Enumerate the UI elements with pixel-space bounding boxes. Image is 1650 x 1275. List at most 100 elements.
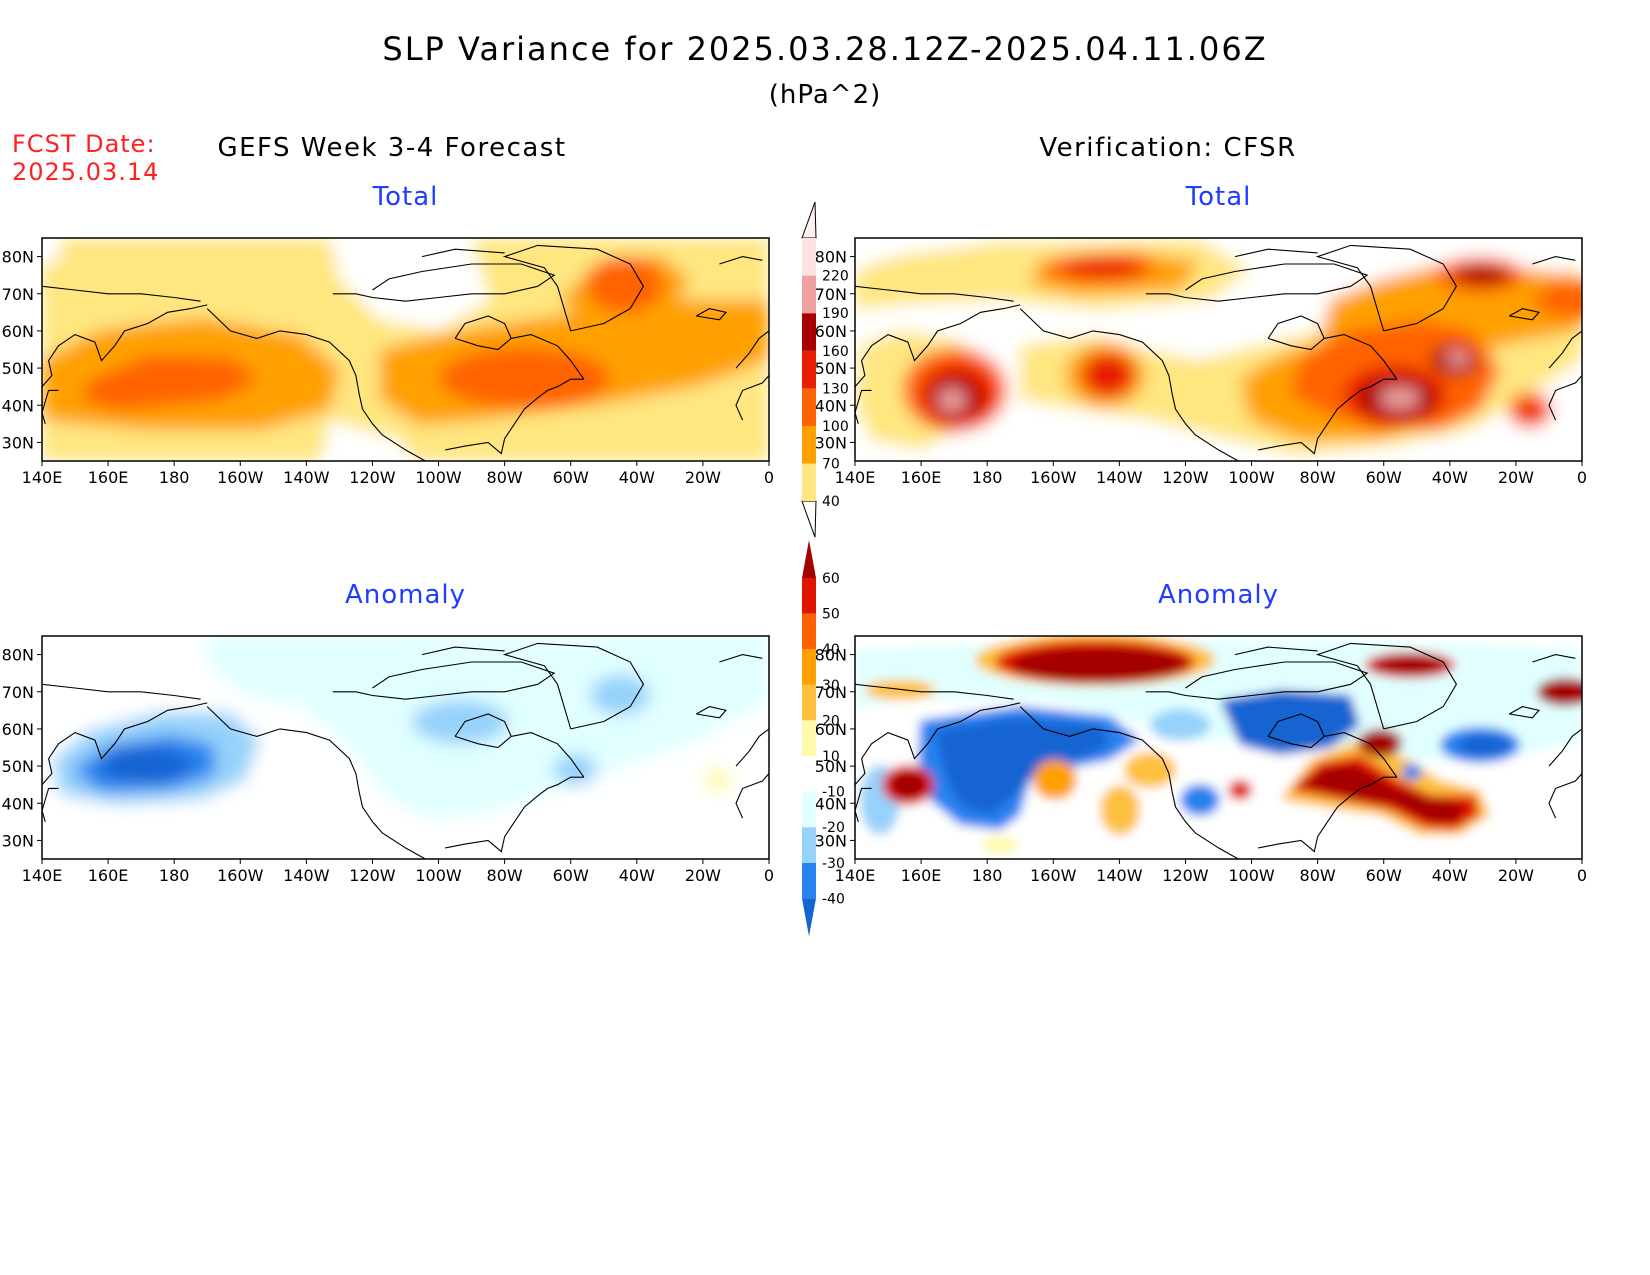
lon-tick-label: 140W (1096, 866, 1143, 885)
coastline-segment (1315, 244, 1458, 332)
coastline-segment (372, 661, 556, 700)
lat-tick-label: 50N (2, 757, 34, 776)
coastline-segment (1185, 661, 1369, 700)
total-colorbar-label: 40 (822, 494, 840, 510)
coastline-segment (454, 713, 512, 749)
lon-tick-label: 0 (1577, 866, 1587, 885)
lon-tick-label: 100W (1228, 468, 1275, 487)
lon-tick-label: 160E (901, 866, 942, 885)
lat-tick-label: 50N (815, 757, 847, 776)
anomaly-colorbar-box (802, 827, 816, 863)
coastline-segment (42, 683, 201, 700)
coastline-segment (502, 642, 645, 730)
coastline-segment (42, 389, 59, 424)
forecast-anomaly-frame (41, 635, 770, 860)
anomaly-colorbar-label: 20 (822, 713, 840, 729)
coastline-segment (719, 654, 763, 663)
fcst-date-label: FCST Date: (12, 130, 156, 158)
coastline-segment (1509, 308, 1541, 321)
forecast-total-fills (42, 238, 769, 461)
forecast-anomaly-coastline (42, 642, 769, 859)
lon-tick-label: 80W (487, 468, 523, 487)
verification-header: Verification: CFSR (1039, 133, 1297, 163)
lon-tick-label: 160E (901, 468, 942, 487)
lat-tick-label: 30N (815, 831, 847, 850)
lon-tick-label: 160E (88, 468, 129, 487)
anomaly-colorbar-label: 40 (822, 642, 840, 658)
lon-tick-label: 40W (619, 468, 655, 487)
forecast-anomaly-fills (42, 636, 769, 859)
total-colorbar-box (802, 388, 816, 426)
lon-tick-label: 60W (1366, 468, 1402, 487)
lat-tick-label: 60N (2, 720, 34, 739)
lat-tick-label: 40N (2, 794, 34, 813)
lon-tick-label: 20W (1498, 468, 1534, 487)
total-colorbar-label: 190 (822, 306, 849, 322)
fcst-date-value: 2025.03.14 (12, 158, 160, 186)
anomaly-colorbar-label: -10 (822, 785, 845, 801)
lon-tick-label: 120W (1162, 468, 1209, 487)
coastline-segment (1258, 378, 1397, 455)
lat-tick-label: 30N (2, 433, 34, 452)
coastline-segment (42, 285, 201, 302)
forecast-total-label: Total (372, 182, 439, 212)
lat-tick-label: 60N (2, 322, 34, 341)
coastline-segment (735, 728, 769, 767)
lon-tick-label: 140E (835, 866, 876, 885)
coastline-segment (855, 787, 872, 822)
total-colorbar-box (802, 426, 816, 464)
coastline-segment (1234, 646, 1318, 656)
lon-tick-label: 120W (349, 468, 396, 487)
lat-tick-label: 30N (815, 433, 847, 452)
lon-tick-label: 180 (159, 468, 190, 487)
lon-tick-label: 160E (88, 866, 129, 885)
anomaly-colorbar-box (802, 791, 816, 828)
lon-tick-label: 60W (1366, 866, 1402, 885)
coastline-segment (1509, 706, 1541, 719)
anomaly-colorbar-label: 10 (822, 749, 840, 765)
coastline-segment (1185, 263, 1369, 302)
total-colorbar-box (802, 313, 816, 351)
coastline-segment (1019, 308, 1239, 461)
coastline-segment (735, 330, 769, 369)
anomaly-colorbar: -40 -30 -20 -10 10 20 30 40 50 60 (802, 540, 845, 937)
coastline-segment (1234, 248, 1318, 258)
lat-tick-label: 70N (2, 285, 34, 304)
lon-tick-label: 40W (619, 866, 655, 885)
total-colorbar-box (802, 350, 816, 389)
lon-tick-label: 120W (349, 866, 396, 885)
lon-tick-label: 80W (1300, 468, 1336, 487)
total-colorbar-box (802, 238, 816, 276)
lon-tick-label: 80W (487, 866, 523, 885)
coastline-segment (1548, 728, 1582, 767)
coastline-segment (1267, 315, 1325, 351)
total-colorbar-label: 220 (822, 269, 849, 285)
lat-tick-label: 30N (2, 831, 34, 850)
coastline-segment (206, 706, 426, 859)
anomaly-colorbar-box (802, 862, 816, 899)
lat-tick-label: 50N (815, 359, 847, 378)
coastline-segment (1532, 256, 1576, 265)
coastline-segment (855, 389, 872, 424)
lon-tick-label: 160W (1030, 468, 1077, 487)
coastline-segment (511, 732, 585, 778)
anomaly-colorbar-label: -30 (822, 856, 845, 872)
total-colorbar: 40 70 100 130 160 190 220 (801, 201, 849, 538)
lon-tick-label: 160W (217, 866, 264, 885)
lat-tick-label: 60N (815, 720, 847, 739)
verification-anomaly-fills (855, 636, 1582, 859)
coastline-segment (696, 308, 728, 321)
forecast-header: GEFS Week 3-4 Forecast (217, 133, 567, 163)
lon-tick-label: 0 (764, 866, 774, 885)
verification-total-label: Total (1185, 182, 1252, 212)
anomaly-colorbar-label: 30 (822, 678, 840, 694)
total-colorbar-label: 70 (822, 457, 840, 473)
lon-tick-label: 140E (22, 468, 63, 487)
coastline-segment (1145, 691, 1186, 697)
verification-total-coastline (855, 244, 1582, 461)
forecast-total-coastline (42, 244, 769, 461)
coastline-segment (1548, 375, 1582, 421)
coastline-segment (1019, 706, 1239, 859)
forecast-anomaly-label: Anomaly (344, 580, 467, 610)
